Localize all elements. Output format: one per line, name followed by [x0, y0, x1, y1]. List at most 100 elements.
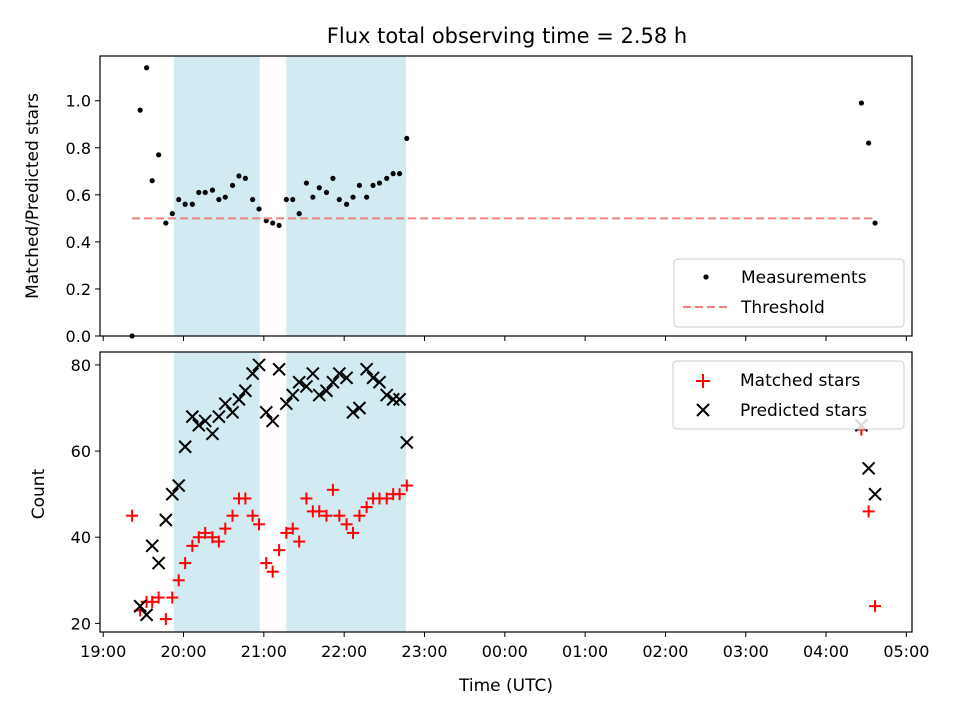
predicted-star-point [145, 539, 159, 553]
measurement-point [404, 135, 410, 141]
measurement-point [276, 222, 282, 229]
legend-measurements-label: Measurements [741, 268, 867, 288]
matched-star-point [353, 509, 366, 522]
predicted-star-point [212, 409, 226, 424]
matched-star-point [326, 483, 339, 496]
bottom-x-ticks: 19:00 20:00 21:00 22:00 23:00 00:00 01:00 02:00… [80, 632, 929, 661]
measurement-point [270, 220, 276, 226]
measurement-point [290, 196, 296, 203]
matched-star-point [219, 522, 232, 535]
measurement-point [250, 196, 256, 203]
predicted-star-point [319, 384, 334, 398]
legend-predicted-label: Predicted stars [740, 401, 867, 421]
predicted-star-point [139, 608, 154, 622]
predicted-star-point [198, 414, 212, 428]
measurement-point [196, 189, 202, 196]
y-tick-label: 0.2 [66, 280, 91, 299]
predicted-star-point [332, 366, 347, 381]
measurement-point [163, 220, 169, 226]
matched-star-point [206, 531, 219, 544]
legend-matched-marker [696, 374, 710, 388]
shaded-span [286, 56, 407, 336]
measurement-point [229, 182, 236, 189]
matched-star-point [179, 557, 192, 570]
y-tick-label: 40 [71, 528, 91, 547]
measurement-point [263, 218, 269, 224]
predicted-star-point [306, 366, 320, 381]
measurement-point [189, 201, 195, 207]
measurement-point [169, 211, 175, 217]
matched-star-point [146, 595, 159, 608]
y-tick-label: 0.6 [66, 186, 91, 205]
series-predicted-stars [133, 358, 882, 622]
matched-star-point [212, 535, 225, 548]
measurement-point [137, 107, 143, 113]
measurement-point [364, 194, 370, 200]
measurement-point [310, 194, 316, 200]
predicted-star-point [868, 487, 882, 501]
matched-star-point [192, 531, 205, 544]
measurement-point [216, 196, 222, 203]
measurement-point [343, 201, 350, 207]
predicted-star-point [272, 362, 286, 376]
predicted-star-point [259, 405, 273, 420]
matched-star-point [239, 492, 252, 505]
measurement-point [202, 189, 208, 196]
measurement-point [222, 194, 228, 200]
bottom-y-axis-label: Count [29, 468, 49, 519]
predicted-star-point [252, 358, 266, 372]
y-tick-label: 20 [71, 614, 91, 633]
top-y-ticks: 0.0 0.2 0.4 0.6 0.8 1.0 [66, 92, 100, 346]
predicted-star-point [312, 388, 326, 402]
top-panel: 0.0 0.2 0.4 0.6 0.8 1.0 Matched/Predicted sta… [23, 55, 913, 346]
x-tick-label: 21:00 [241, 642, 287, 661]
matched-star-point [862, 505, 875, 518]
matched-star-point [286, 522, 299, 535]
matched-star-point [246, 509, 259, 522]
shaded-span [173, 56, 260, 336]
measurement-point [242, 175, 248, 181]
predicted-star-point [299, 379, 314, 394]
matched-star-point [152, 591, 165, 604]
legend-measurements-marker [703, 274, 709, 280]
predicted-star-point [232, 392, 246, 407]
y-tick-label: 0.8 [66, 139, 91, 158]
measurement-point [182, 201, 188, 207]
top-legend-box [673, 258, 905, 328]
predicted-star-point [159, 513, 173, 527]
predicted-star-point [366, 371, 380, 385]
measurement-point [323, 189, 330, 196]
bottom-series [126, 358, 882, 626]
predicted-star-point [192, 418, 206, 432]
predicted-star-point [151, 556, 166, 570]
y-tick-label: 1.0 [66, 92, 91, 111]
predicted-star-point [178, 440, 192, 454]
predicted-star-point [292, 375, 306, 389]
matched-star-point [869, 600, 882, 613]
measurement-point [176, 196, 182, 203]
measurement-point [390, 171, 396, 177]
predicted-star-point [165, 487, 179, 501]
matched-star-point [166, 591, 179, 604]
measurement-point [356, 182, 363, 189]
top-axes-frame [99, 55, 913, 337]
x-tick-label: 00:00 [482, 642, 528, 661]
measurement-point [283, 196, 289, 203]
measurement-point [350, 194, 356, 200]
predicted-star-point [205, 427, 220, 441]
shaded-span [286, 352, 407, 632]
predicted-star-point [861, 461, 876, 476]
predicted-star-point [133, 599, 147, 613]
x-tick-label: 22:00 [321, 642, 367, 661]
measurement-point [143, 65, 150, 71]
matched-star-point [186, 539, 199, 552]
bottom-legend-box [672, 360, 905, 430]
series-matched-stars [126, 423, 882, 626]
measurement-point [316, 185, 322, 191]
legend-predicted-marker [696, 403, 710, 417]
matched-star-point [226, 509, 239, 522]
bottom-axes-frame [99, 351, 913, 633]
matched-star-point [126, 509, 139, 522]
predicted-star-point [372, 375, 387, 389]
